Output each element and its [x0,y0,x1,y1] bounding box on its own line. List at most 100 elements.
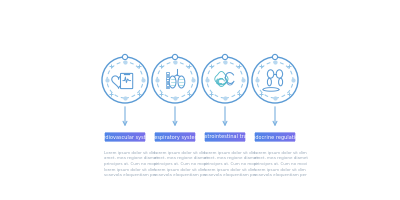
Bar [185,131,186,143]
Bar [287,131,288,143]
Bar [166,131,167,143]
Bar [293,131,294,143]
Bar [231,131,232,143]
Bar [240,131,241,143]
Bar [183,131,184,143]
Bar [211,131,212,143]
Bar [145,131,146,143]
Ellipse shape [178,76,185,88]
Bar [128,131,130,143]
Bar [188,131,189,143]
Bar [214,131,215,143]
Bar [237,131,238,143]
Bar [108,131,109,143]
Bar [210,131,211,143]
Bar [213,131,214,143]
Bar [155,131,156,143]
Bar [228,131,230,143]
Bar [223,131,224,143]
Bar [238,131,239,143]
Bar [168,131,169,143]
Bar [207,131,208,143]
Bar [166,87,169,88]
Bar [117,131,118,143]
Bar [168,131,170,143]
Bar [139,131,140,143]
Bar [146,131,147,143]
Text: Endocrine regulation: Endocrine regulation [249,134,301,140]
Bar [166,82,169,83]
Bar [289,131,290,143]
Bar [270,131,271,143]
Bar [138,131,139,143]
Text: Lorem ipsum dolor sit dim
amet, mea regione diamet
principes at. Cum no movi
lor: Lorem ipsum dolor sit dim amet, mea regi… [204,151,258,177]
Bar [254,131,255,143]
Bar [127,131,128,143]
Ellipse shape [279,78,282,86]
Bar [129,131,130,143]
Bar [106,131,107,143]
Bar [255,131,256,143]
Bar [267,131,268,143]
Bar [285,131,286,143]
Bar [186,131,187,143]
Bar [126,131,127,143]
Bar [273,131,274,143]
Bar [122,131,123,143]
Bar [290,131,291,143]
Bar [295,131,296,143]
Bar [263,131,264,143]
Bar [115,131,116,143]
Bar [284,131,285,143]
Bar [191,131,192,143]
Bar [268,131,269,143]
Bar [218,131,220,143]
Bar [139,131,140,143]
Bar [137,131,138,143]
Bar [113,131,114,143]
Bar [195,131,196,143]
Bar [261,131,262,143]
Circle shape [252,57,298,103]
Bar [211,131,212,143]
Bar [271,131,272,143]
Ellipse shape [169,76,176,88]
Bar [108,131,110,143]
Bar [174,131,175,143]
Bar [164,131,165,143]
Bar [189,131,190,143]
Bar [182,131,183,143]
Bar [176,131,177,143]
Bar [156,131,157,143]
Bar [292,131,293,143]
Bar [123,131,124,143]
Bar [233,131,234,143]
Bar [132,131,133,143]
Bar [226,131,227,143]
Bar [209,131,210,143]
Bar [230,131,231,143]
Bar [119,131,120,143]
Bar [189,131,190,143]
Bar [126,131,127,143]
Bar [111,131,112,143]
Bar [280,131,281,143]
Bar [118,131,119,143]
Bar [262,131,263,143]
Bar [134,131,135,143]
Bar [260,131,261,143]
Bar [204,131,205,143]
Circle shape [122,54,128,60]
Bar [239,131,240,143]
Bar [144,131,145,143]
Bar [107,131,108,143]
Bar [257,131,258,143]
Bar [281,131,282,143]
Bar [246,131,247,143]
Bar [274,131,275,143]
Bar [208,131,209,143]
Bar [216,131,217,143]
Bar [224,131,225,143]
Bar [187,131,188,143]
Bar [228,131,229,143]
